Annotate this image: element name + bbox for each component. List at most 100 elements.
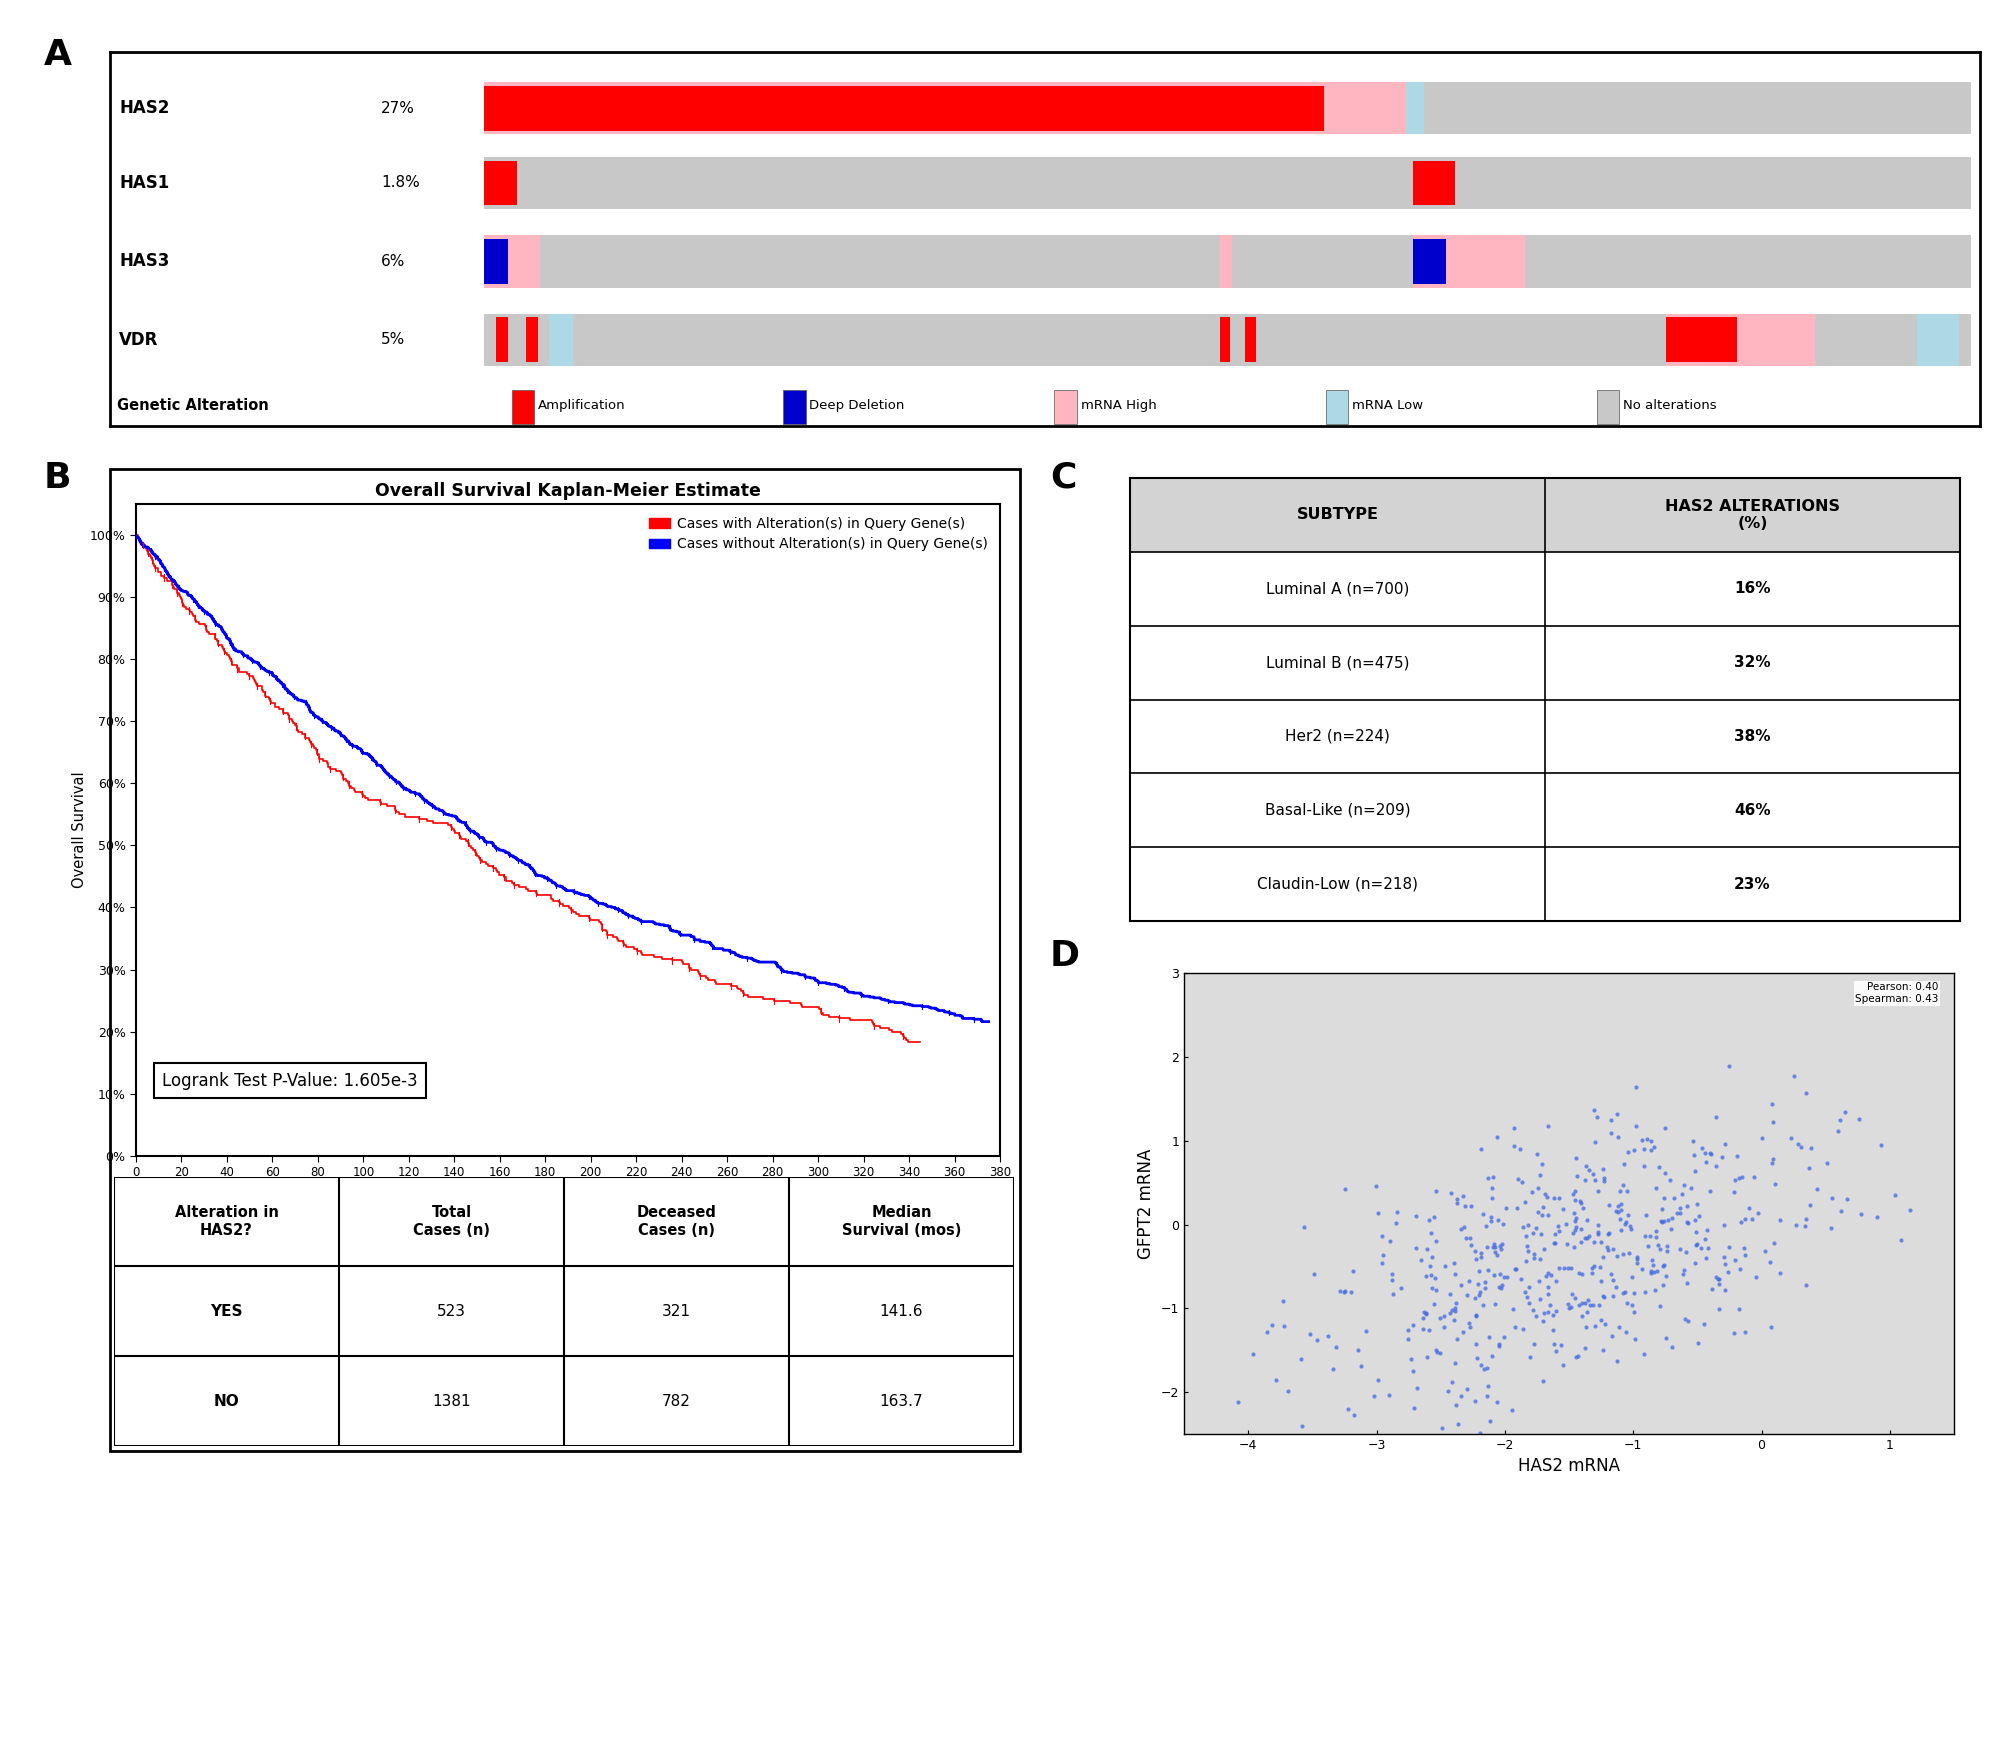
Point [1824,1107,1856,1135]
Point [1812,1149,1844,1177]
Point [1582,1218,1614,1246]
Bar [484,156,1970,209]
Point [1460,1302,1492,1330]
Point [1564,1187,1596,1215]
Point [1592,1232,1624,1260]
Point [1728,1317,1760,1345]
Point [1602,1312,1634,1340]
Bar [484,238,508,283]
Point [1380,1210,1412,1237]
Point [1692,1217,1724,1244]
Point [1480,1237,1512,1265]
Point [1640,1217,1672,1244]
Point [1464,1257,1496,1284]
Point [1894,1196,1926,1224]
Point [1672,1210,1704,1237]
Point [1398,1394,1430,1422]
Point [1412,1236,1444,1264]
Point [1530,1184,1562,1211]
Point [1386,1274,1418,1302]
Point [1416,1274,1448,1302]
Point [1464,1135,1496,1163]
Point [1712,1051,1744,1079]
Point [1558,1232,1590,1260]
Point [1816,1213,1848,1241]
Bar [484,82,1970,134]
Point [1592,1236,1624,1264]
Point [1534,1291,1566,1319]
Point [1532,1201,1564,1229]
Point [1482,1206,1514,1234]
Point [1432,1378,1464,1406]
Point [1476,1173,1508,1201]
Point [1610,1277,1642,1305]
Point [1500,1255,1532,1283]
Point [1400,1201,1432,1229]
Point [1460,1330,1492,1357]
Bar [1414,235,1524,287]
Point [1782,1130,1814,1158]
Point [1608,1171,1640,1199]
Point [1538,1184,1570,1211]
Point [1644,1293,1676,1321]
Point [1472,1257,1504,1284]
Point [1532,1258,1564,1286]
Point [1708,1276,1740,1304]
Text: YES: YES [210,1304,242,1319]
Point [1538,1316,1570,1343]
Point [1646,1194,1678,1222]
Point [1408,1298,1440,1326]
Point [1558,1284,1590,1312]
Point [1544,1184,1576,1211]
Point [1580,1128,1612,1156]
Point [1448,1213,1480,1241]
Point [1510,1248,1542,1276]
Point [1570,1312,1602,1340]
Point [1418,1290,1450,1317]
Point [1478,1234,1510,1262]
Point [1756,1149,1788,1177]
Point [1528,1180,1560,1208]
Point [1622,1248,1654,1276]
Point [1636,1137,1668,1164]
Point [1596,1119,1628,1147]
Point [1586,1337,1618,1364]
Point [1438,1349,1470,1376]
Point [1496,1396,1528,1423]
Point [1558,1180,1590,1208]
Point [1560,1208,1592,1236]
Point [1256,1310,1288,1338]
Point [1528,1298,1560,1326]
Point [1570,1224,1602,1251]
Point [1690,1147,1722,1175]
Point [1886,1225,1918,1253]
Point [1572,1156,1604,1184]
Point [1720,1246,1752,1274]
Point [1510,1187,1542,1215]
Point [1562,1161,1594,1189]
Point [1576,1258,1608,1286]
Point [1222,1389,1254,1416]
Point [1336,1257,1368,1284]
Bar [484,160,516,205]
Point [1596,1236,1628,1264]
Point [1374,1227,1406,1255]
Point [1502,1164,1534,1192]
Point [1678,1128,1710,1156]
Point [1644,1208,1676,1236]
Point [1546,1331,1578,1359]
Point [1692,1234,1724,1262]
Point [1616,1291,1648,1319]
Point [1538,1229,1570,1257]
Point [1682,1191,1714,1218]
Point [1576,1291,1608,1319]
Point [1474,1408,1506,1436]
Point [1634,1222,1666,1250]
Point [1448,1192,1480,1220]
Point [1560,1204,1592,1232]
Point [1418,1203,1450,1231]
Y-axis label: GFPT2 mRNA: GFPT2 mRNA [1138,1149,1156,1258]
Point [1466,1239,1498,1267]
Point [1822,1118,1854,1145]
Point [1680,1218,1712,1246]
